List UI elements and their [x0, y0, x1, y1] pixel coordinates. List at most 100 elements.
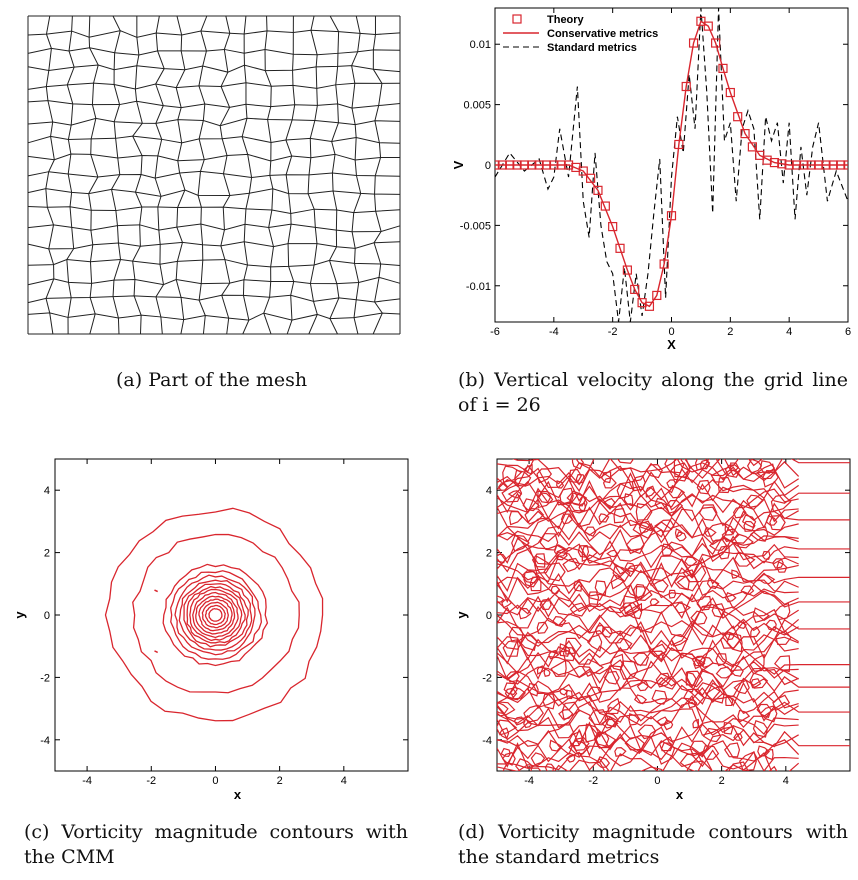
contour-island: [497, 701, 516, 717]
contour-island: [558, 709, 574, 720]
contour-island: [775, 630, 792, 646]
contour-island: [696, 479, 711, 495]
contour-island: [517, 634, 538, 651]
contour-island: [582, 658, 605, 678]
contour-island: [568, 740, 590, 755]
contour-island: [594, 580, 607, 596]
contour-island: [514, 469, 532, 487]
contour-line: [497, 562, 850, 592]
contour-line: [104, 507, 324, 722]
theory-point: [600, 201, 610, 211]
contour-island: [604, 712, 619, 728]
contour-line: [497, 735, 800, 765]
contour-line: [497, 541, 799, 571]
contour-island: [687, 699, 698, 709]
theory-point: [615, 243, 625, 253]
theory-point: [505, 160, 515, 170]
contour-island: [625, 534, 645, 555]
contour-island: [569, 602, 588, 617]
contour-island: [507, 490, 523, 499]
x-tick-label: 2: [719, 775, 725, 787]
theory-point: [674, 139, 684, 150]
theory-point: [843, 160, 848, 170]
legend-theory-symbol: [512, 14, 522, 24]
contour-island: [523, 570, 539, 588]
contour-island: [749, 653, 765, 672]
mesh-line-vertical: [88, 15, 99, 335]
contour-island: [684, 556, 698, 566]
contour-island: [731, 569, 741, 579]
standard-contour-panel: -4 -2 0 2 4 -4 -2 0 2 4 x y: [452, 455, 857, 802]
contour-line: [174, 574, 256, 656]
contour-line: [183, 583, 249, 648]
theory-point: [777, 159, 787, 169]
theory-point: [821, 160, 831, 170]
theory-point: [527, 160, 537, 170]
contour-line: [497, 665, 799, 694]
theory-point: [593, 185, 603, 195]
velocity-chart-panel: -6 -4 -2 0 2 4 6 -0.01 -0.005 0 0.005 0.01 X V Theory C…: [450, 4, 855, 356]
contour-island: [733, 733, 743, 741]
theory-point: [497, 160, 507, 170]
contour-island: [757, 573, 776, 585]
x-axis-label: x: [676, 787, 684, 802]
contour-island: [772, 694, 791, 712]
contour-island: [628, 713, 640, 726]
contour-island: [548, 649, 560, 660]
contour-island: [521, 570, 540, 584]
contour-line: [497, 576, 799, 603]
series-group: [495, 8, 848, 322]
contour-island: [515, 758, 534, 771]
theory-point: [519, 160, 530, 170]
contour-island: [651, 579, 669, 593]
contour-island: [559, 487, 574, 506]
contour-line: [497, 638, 799, 667]
contour-island: [518, 607, 532, 620]
caption-a: (a) Part of the mesh: [116, 369, 308, 391]
contour-island: [737, 709, 751, 723]
contour-line: [497, 652, 799, 681]
contour-island: [673, 459, 691, 478]
contour-island: [638, 520, 653, 535]
caption-d: (d) Vorticity magnitude contours with th…: [458, 821, 848, 868]
contour-island: [538, 492, 552, 504]
contour-island: [539, 598, 552, 610]
x-tick-label: 4: [786, 326, 792, 338]
contour-island: [607, 697, 621, 715]
contour-line: [204, 604, 226, 626]
contour-island: [765, 514, 778, 526]
contour-island: [595, 756, 611, 768]
theory-point: [681, 81, 691, 92]
y-tick-label: 4: [44, 485, 50, 497]
mesh-line-horizontal: [27, 223, 401, 233]
contour-island: [663, 719, 674, 731]
contour-line: [178, 579, 253, 651]
contour-line: [198, 598, 233, 632]
x-axis-label: x: [234, 787, 242, 802]
contour-line: [497, 701, 850, 729]
mesh-line-horizontal: [27, 241, 401, 250]
contour-island: [606, 549, 619, 558]
contour-island: [698, 656, 714, 669]
contour-island: [556, 480, 565, 489]
contour-island: [613, 507, 627, 524]
contour-island: [676, 572, 699, 592]
contour-island: [724, 631, 736, 641]
mesh-line-vertical: [285, 15, 296, 335]
contour-island: [566, 490, 588, 507]
contour-line: [497, 715, 799, 744]
contour-fragment: [154, 650, 159, 654]
contour-island: [771, 558, 784, 569]
contour-island: [571, 459, 584, 470]
contour-line: [497, 618, 850, 647]
contour-island: [601, 626, 613, 638]
contour-island: [560, 513, 574, 525]
contour-island: [544, 763, 555, 771]
mesh-panel: [22, 10, 414, 346]
y-tick-label: -0.01: [466, 281, 491, 293]
contour-island: [603, 497, 616, 508]
contour-island: [717, 545, 730, 560]
mesh-line-vertical: [263, 15, 274, 335]
contour-island: [600, 718, 619, 729]
mesh-line-horizontal: [27, 64, 401, 73]
